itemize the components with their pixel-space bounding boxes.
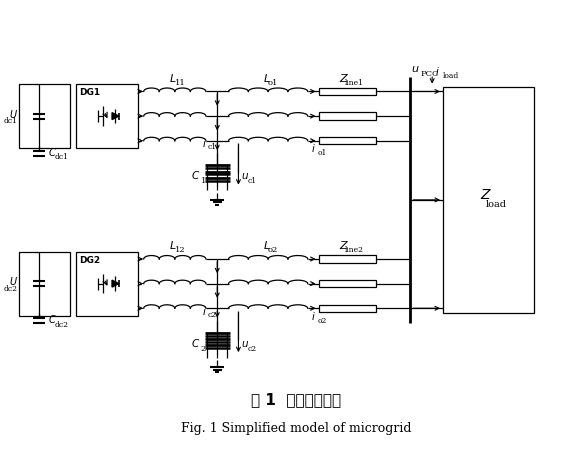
Text: 11: 11 [175, 79, 185, 87]
Bar [319, 137, 375, 145]
Bar [19, 84, 70, 148]
Bar [319, 255, 375, 263]
Text: dc2: dc2 [54, 321, 68, 329]
Text: load: load [485, 200, 506, 209]
Bar [319, 88, 375, 95]
Text: Fig. 1 Simplified model of microgrid: Fig. 1 Simplified model of microgrid [181, 423, 411, 436]
Bar [19, 251, 70, 316]
Text: DG2: DG2 [79, 255, 100, 264]
Text: 图 1  微网简化模型: 图 1 微网简化模型 [251, 392, 342, 407]
Polygon shape [112, 280, 119, 287]
Bar [319, 280, 375, 287]
Text: line1: line1 [345, 79, 364, 87]
Text: $u$: $u$ [242, 171, 249, 181]
Text: 2: 2 [201, 345, 206, 352]
Text: $i$: $i$ [311, 142, 315, 154]
Text: $i$: $i$ [311, 310, 315, 321]
Text: $L$: $L$ [262, 239, 270, 251]
Text: load: load [442, 72, 459, 80]
Text: c2: c2 [208, 311, 217, 319]
Bar [443, 87, 534, 313]
Text: $Z$: $Z$ [339, 239, 350, 251]
Text: $U$: $U$ [9, 275, 17, 287]
Bar [319, 304, 375, 312]
Bar [76, 84, 138, 148]
Text: dc2: dc2 [3, 285, 17, 293]
Text: PCC: PCC [421, 70, 439, 78]
Text: $u$: $u$ [242, 339, 249, 349]
Text: o1: o1 [268, 79, 278, 87]
Text: dc1: dc1 [54, 153, 68, 161]
Text: o2: o2 [318, 317, 327, 325]
Text: c2: c2 [248, 345, 257, 352]
Text: $Z$: $Z$ [480, 188, 492, 202]
Bar [76, 251, 138, 316]
Text: $C$: $C$ [48, 313, 56, 325]
Text: $C$: $C$ [191, 337, 201, 349]
Text: 12: 12 [175, 246, 185, 254]
Text: $U$: $U$ [9, 108, 17, 119]
Text: $C$: $C$ [191, 169, 201, 181]
Bar [319, 112, 375, 120]
Text: o2: o2 [268, 246, 278, 254]
Polygon shape [112, 113, 119, 119]
Text: line2: line2 [345, 246, 364, 254]
Text: 1: 1 [201, 177, 206, 185]
Text: c1: c1 [248, 177, 257, 185]
Text: $i$: $i$ [203, 137, 207, 149]
Text: $i$: $i$ [435, 65, 440, 77]
Text: $i$: $i$ [203, 305, 207, 317]
Text: $C$: $C$ [48, 145, 56, 158]
Text: $L$: $L$ [169, 72, 177, 84]
Text: c1: c1 [208, 143, 217, 151]
Text: $L$: $L$ [169, 239, 177, 251]
Text: $L$: $L$ [262, 72, 270, 84]
Text: DG1: DG1 [79, 88, 100, 97]
Text: o1: o1 [318, 149, 327, 157]
Text: dc1: dc1 [3, 117, 17, 125]
Text: $u$: $u$ [411, 64, 420, 74]
Text: $Z$: $Z$ [339, 72, 350, 84]
